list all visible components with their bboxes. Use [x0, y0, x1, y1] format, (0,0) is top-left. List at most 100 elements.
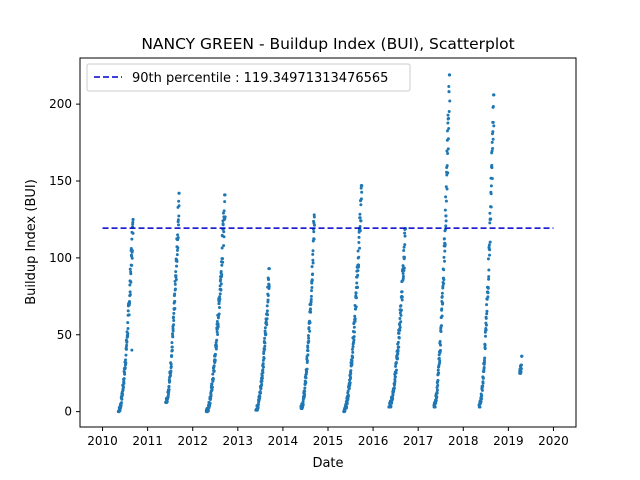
data-point: [402, 255, 406, 259]
data-point: [128, 301, 132, 305]
data-point: [353, 317, 357, 321]
data-point: [206, 408, 210, 412]
data-point: [346, 389, 350, 393]
data-point: [222, 209, 226, 213]
data-point: [448, 99, 452, 103]
y-tick-label: 0: [64, 405, 72, 419]
data-point: [128, 283, 132, 287]
x-tick-label: 2011: [132, 434, 163, 448]
data-point: [352, 330, 356, 334]
data-point: [221, 223, 225, 227]
data-point: [118, 408, 122, 412]
data-point: [122, 381, 126, 385]
data-point: [394, 368, 398, 372]
data-point: [350, 362, 354, 366]
data-point: [262, 356, 266, 360]
x-axis-ticks: 2010 2011 2012 2013 2014 2015 2016 2017 2018 2019…: [87, 427, 569, 448]
data-point: [305, 370, 309, 374]
data-point: [301, 400, 305, 404]
data-point: [218, 297, 222, 301]
data-point: [396, 340, 400, 344]
data-point: [171, 332, 175, 336]
data-point: [441, 301, 445, 305]
data-point: [214, 347, 218, 351]
data-point: [354, 307, 358, 311]
data-point: [435, 391, 439, 395]
data-point: [216, 325, 220, 329]
data-point: [131, 231, 135, 235]
data-point: [481, 384, 485, 388]
data-point: [209, 396, 213, 400]
data-point: [399, 313, 403, 317]
data-point: [176, 236, 180, 240]
data-point: [352, 325, 356, 329]
data-point: [267, 267, 271, 271]
data-point: [481, 381, 485, 385]
data-point: [483, 334, 487, 338]
data-point: [389, 404, 393, 408]
data-point: [221, 260, 225, 264]
data-point: [447, 126, 451, 130]
data-point: [480, 397, 484, 401]
data-point: [448, 73, 452, 77]
x-tick-label: 2018: [448, 434, 479, 448]
data-point: [167, 388, 171, 392]
data-point: [491, 137, 495, 141]
data-point: [435, 388, 439, 392]
data-point: [436, 368, 440, 372]
data-point: [223, 193, 227, 197]
data-point: [220, 263, 224, 267]
data-point: [223, 215, 227, 219]
data-point: [487, 243, 491, 247]
data-point: [260, 379, 264, 383]
data-point: [442, 255, 446, 259]
data-point: [444, 199, 448, 203]
data-point: [212, 364, 216, 368]
data-point: [439, 330, 443, 334]
data-point: [397, 345, 401, 349]
data-point: [352, 338, 356, 342]
data-point: [177, 223, 181, 227]
data-point: [489, 217, 493, 221]
data-point: [212, 369, 216, 373]
data-point: [177, 199, 181, 203]
data-point: [305, 367, 309, 371]
data-point: [120, 397, 124, 401]
x-tick-label: 2013: [223, 434, 254, 448]
data-point: [218, 292, 222, 296]
data-point: [217, 312, 221, 316]
data-point: [348, 381, 352, 385]
data-point: [345, 405, 349, 409]
data-point: [123, 366, 127, 370]
data-point: [263, 326, 267, 330]
x-tick-label: 2019: [493, 434, 524, 448]
data-point: [256, 405, 260, 409]
data-point: [398, 323, 402, 327]
data-point: [355, 281, 359, 285]
data-point: [487, 275, 491, 279]
data-point: [173, 306, 177, 310]
data-point: [439, 343, 443, 347]
data-point: [210, 382, 214, 386]
data-point: [487, 277, 491, 281]
data-point: [402, 268, 406, 272]
data-point: [444, 195, 448, 199]
data-point: [359, 219, 363, 223]
data-point: [208, 401, 212, 405]
data-point: [483, 356, 487, 360]
data-point: [396, 349, 400, 353]
data-point: [172, 319, 176, 323]
data-point: [486, 291, 490, 295]
data-point: [403, 234, 407, 238]
data-point: [356, 286, 360, 290]
data-point: [443, 249, 447, 253]
data-point: [301, 403, 305, 407]
data-point: [401, 271, 405, 275]
data-point: [403, 231, 407, 235]
data-point: [165, 400, 169, 404]
data-point: [520, 354, 524, 358]
data-point: [128, 267, 132, 271]
data-point: [397, 331, 401, 335]
data-point: [400, 295, 404, 299]
data-point: [211, 372, 215, 376]
